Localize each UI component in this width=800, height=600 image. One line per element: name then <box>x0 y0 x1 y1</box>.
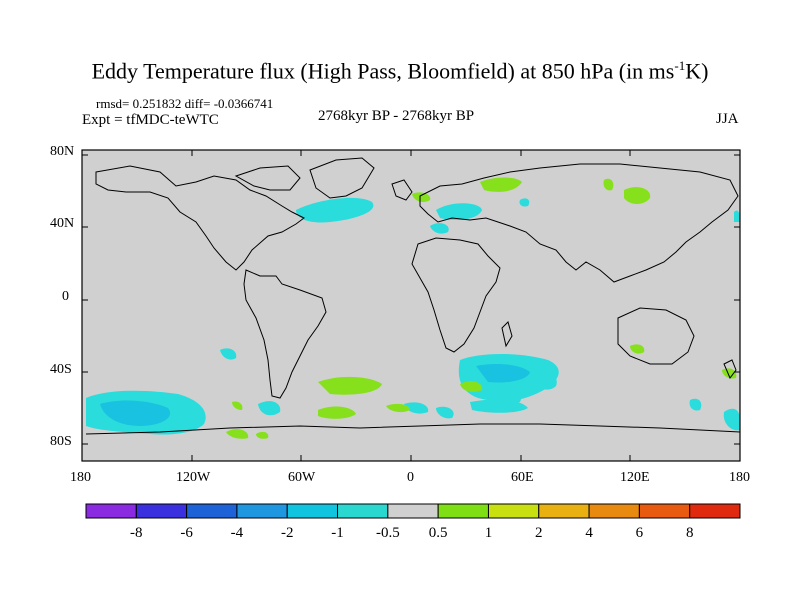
colorbar-box-11 <box>638 503 691 519</box>
lat-tick-40n: 40N <box>50 216 75 231</box>
anomaly-north-sea <box>412 192 431 202</box>
anomaly-ross <box>689 398 702 411</box>
colorbar-label-4: -1 <box>331 525 344 541</box>
anomaly-antarctic-a <box>226 429 249 439</box>
anomaly-weddell-east <box>436 406 454 419</box>
colorbar-label-0: -8 <box>130 525 143 541</box>
coast-north-america <box>95 165 305 271</box>
colorbar-box-2 <box>186 503 238 519</box>
coastlines <box>85 157 741 435</box>
colorbar-box-12 <box>689 503 741 519</box>
colorbar-box-9 <box>538 503 590 519</box>
anomaly-north-atlantic <box>296 197 374 223</box>
lon-tick-120w: 120W <box>176 470 211 485</box>
colorbar-box-5 <box>337 503 389 519</box>
colorbar-label-1: -6 <box>180 525 193 541</box>
colorbar-box-0 <box>85 503 137 519</box>
negative-mid-regions <box>100 364 530 426</box>
coast-madagascar <box>501 321 513 348</box>
period-label: 2768kyr BP - 2768kyr BP <box>318 108 475 124</box>
anomaly-siberia-small <box>603 178 614 191</box>
anomaly-west-asia <box>519 198 530 207</box>
lat-tick-40s: 40S <box>50 362 72 377</box>
lat-tick-80n: 80N <box>50 144 75 159</box>
anomaly-indian-green <box>460 381 483 392</box>
anomaly-pacific-sm <box>232 401 243 410</box>
colorbar-box-6 <box>387 503 439 519</box>
lon-tick-60w: 60W <box>288 470 316 485</box>
colorbar-labels: -8 -6 -4 -2 -1 -0.5 0.5 1 2 4 6 8 <box>130 525 693 541</box>
anomaly-south-atlantic-a <box>318 376 382 395</box>
colorbar-box-7 <box>437 503 489 519</box>
anomaly-south-africa <box>536 371 557 390</box>
anomaly-amundsen <box>258 401 281 416</box>
coast-new-zealand <box>723 359 737 379</box>
lon-tick-180w: 180 <box>70 470 91 485</box>
colorbar-label-10: 6 <box>636 525 644 541</box>
positive-anomaly-regions <box>226 177 737 439</box>
experiment-label: Expt = tfMDC-teWTC <box>82 112 219 128</box>
colorbar-box-8 <box>487 503 540 519</box>
lat-tick-80s: 80S <box>50 434 72 449</box>
colorbar-label-11: 8 <box>686 525 694 541</box>
lon-tick-0: 0 <box>407 470 414 485</box>
colorbar-label-5: -0.5 <box>376 525 400 541</box>
anomaly-south-atlantic-c <box>386 403 410 413</box>
lon-tick-180e: 180 <box>729 470 750 485</box>
anomaly-antarctic-b <box>256 431 269 439</box>
map-title: Eddy Temperature flux (High Pass, Bloomf… <box>91 58 709 84</box>
colorbar-label-8: 2 <box>535 525 543 541</box>
anomaly-weddell <box>404 402 429 414</box>
anomaly-north-pacific-edge <box>734 210 740 222</box>
anomaly-southern-ocean-a <box>470 399 528 413</box>
colorbar-box-10 <box>588 503 640 519</box>
statistics-label: rmsd= 0.251832 diff= -0.0366741 <box>96 96 274 111</box>
anomaly-new-zealand <box>722 368 737 379</box>
lon-tick-120e: 120E <box>620 470 650 485</box>
anomaly-europe <box>436 203 482 220</box>
colorbar-label-7: 1 <box>485 525 493 541</box>
coast-eurasia <box>419 163 739 283</box>
lon-tick-60e: 60E <box>511 470 534 485</box>
anomaly-southern-ocean-b <box>509 390 522 403</box>
colorbar-box-4 <box>286 503 339 519</box>
coast-australia <box>617 307 695 365</box>
anomaly-russia <box>480 177 522 192</box>
anomaly-south-pacific-west <box>220 348 237 360</box>
colorbar-label-3: -2 <box>281 525 294 541</box>
colorbar-label-9: 4 <box>585 525 593 541</box>
anomaly-siberia <box>624 187 651 204</box>
anomaly-core-east-pacific <box>100 400 171 426</box>
coast-british-isles <box>391 179 413 201</box>
coast-south-america <box>243 269 327 399</box>
coast-africa <box>411 237 501 353</box>
map-tick-marks <box>82 150 740 461</box>
coast-antarctica <box>85 423 741 435</box>
colorbar-label-2: -4 <box>231 525 244 541</box>
anomaly-tasman <box>723 408 740 431</box>
coast-canadian-arctic <box>234 165 301 191</box>
anomaly-core-indian <box>476 364 530 383</box>
colorbar-box-1 <box>135 503 188 519</box>
anomaly-mediterranean <box>430 223 449 234</box>
lat-tick-eq: 0 <box>62 289 69 304</box>
colorbar-label-6: 0.5 <box>429 525 448 541</box>
season-label: JJA <box>716 111 739 127</box>
anomaly-south-atlantic-b <box>318 406 356 419</box>
colorbar-box-3 <box>236 503 288 519</box>
coast-greenland <box>309 157 375 199</box>
colorbar-boxes <box>85 503 741 519</box>
anomaly-australia-green <box>630 344 645 354</box>
